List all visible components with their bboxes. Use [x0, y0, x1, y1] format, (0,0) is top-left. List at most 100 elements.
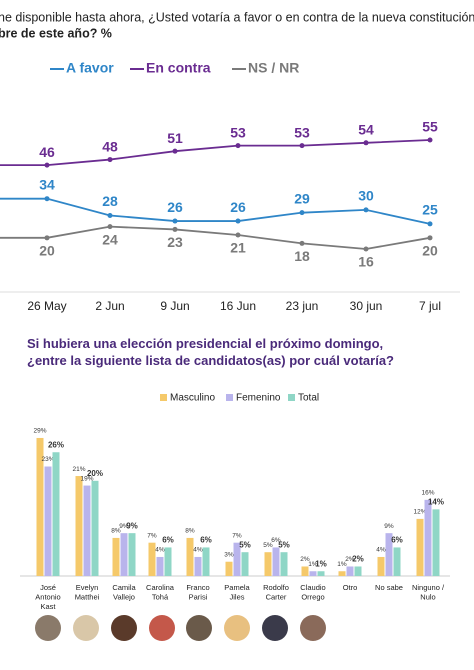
- data-label: 26%: [48, 440, 64, 449]
- bar: [36, 437, 44, 576]
- point: [299, 143, 305, 149]
- data-label: 8%: [111, 528, 121, 535]
- legend-label: En contra: [146, 60, 211, 76]
- data-label: 29%: [33, 428, 46, 435]
- data-label: 9%: [126, 521, 138, 530]
- bar: [128, 533, 136, 576]
- bar: [120, 533, 128, 576]
- data-label: 18: [294, 248, 310, 264]
- data-label: 3%: [224, 551, 234, 558]
- bar: [241, 552, 249, 576]
- data-label: 9%: [384, 523, 394, 530]
- data-label: 21%: [72, 466, 85, 473]
- data-label: 16: [358, 254, 374, 270]
- bar: [264, 552, 272, 576]
- x-tick-label: Otro: [343, 583, 358, 592]
- point: [363, 140, 369, 146]
- x-tick-label: José Antonio Kast: [35, 583, 60, 611]
- bar: [280, 552, 288, 576]
- legend-label: NS / NR: [248, 60, 299, 76]
- data-label: 9%: [119, 523, 129, 530]
- bar: [225, 561, 233, 576]
- data-label: 53: [294, 124, 310, 140]
- chart-title: Si hubiera una elección presidencial el …: [27, 336, 394, 368]
- data-label: 2%: [345, 556, 355, 563]
- data-label: 4%: [155, 547, 165, 554]
- data-label: 14%: [428, 497, 444, 506]
- data-label: 8%: [185, 528, 195, 535]
- bar: [83, 485, 91, 576]
- bar: [338, 571, 346, 576]
- x-tick-label: 9 Jun: [160, 299, 189, 313]
- bar: [233, 542, 241, 576]
- point: [107, 224, 113, 230]
- data-label: 26: [230, 199, 246, 215]
- data-label: 46: [39, 144, 55, 160]
- data-label: 2%: [352, 555, 364, 564]
- point: [235, 218, 241, 224]
- series-line: [0, 225, 431, 250]
- data-label: 1%: [337, 561, 347, 568]
- bar: [75, 476, 83, 576]
- data-label: 26: [167, 199, 183, 215]
- x-tick-label: 23 jun: [286, 299, 319, 313]
- bar: [186, 537, 194, 576]
- point: [363, 207, 369, 213]
- data-label: 16%: [421, 490, 434, 497]
- x-tick-label: 26 May: [27, 299, 66, 313]
- data-label: 6%: [391, 536, 403, 545]
- data-label: 5%: [278, 540, 290, 549]
- bar: [301, 566, 309, 576]
- data-label: 5%: [239, 540, 251, 549]
- point: [172, 148, 178, 154]
- legend-label: Masculino: [170, 393, 215, 404]
- data-label: 1%: [315, 559, 327, 568]
- data-label: 6%: [162, 536, 174, 545]
- data-label: 24: [102, 231, 118, 247]
- legend-swatch: [288, 394, 295, 401]
- point: [427, 137, 433, 143]
- data-label: 5%: [263, 542, 273, 549]
- bar: [309, 571, 317, 576]
- data-label: 30: [358, 188, 374, 204]
- series-line: [0, 139, 431, 167]
- point: [235, 143, 241, 149]
- bar: [377, 556, 385, 576]
- legend-label: Total: [298, 393, 319, 404]
- bar: [317, 571, 325, 576]
- bar: [194, 556, 202, 576]
- x-tick-label: Franco Parisi: [186, 583, 209, 602]
- data-label: 54: [358, 121, 374, 137]
- data-label: 1%: [308, 561, 318, 568]
- data-label: 4%: [193, 547, 203, 554]
- bar: [44, 466, 52, 576]
- data-label: 23: [167, 234, 183, 250]
- data-label: 12%: [413, 509, 426, 516]
- point: [107, 157, 113, 163]
- bar: [112, 537, 120, 576]
- bar: [385, 533, 393, 576]
- data-label: 53: [230, 124, 246, 140]
- legend-label: Femenino: [236, 393, 281, 404]
- bar: [148, 542, 156, 576]
- point: [427, 221, 433, 227]
- x-tick-label: Carolina Tohá: [146, 583, 175, 602]
- x-tick-label: 30 jun: [350, 299, 383, 313]
- point: [44, 196, 50, 202]
- bar: [346, 566, 354, 576]
- data-label: 23%: [41, 456, 54, 463]
- x-tick-label: Claudio Orrego: [300, 583, 325, 602]
- data-label: 6%: [200, 536, 212, 545]
- data-label: 19%: [80, 475, 93, 482]
- point: [235, 232, 241, 238]
- data-label: 28: [102, 193, 118, 209]
- data-label: 20%: [87, 469, 103, 478]
- bar: [416, 518, 424, 576]
- data-label: 2%: [300, 556, 310, 563]
- x-tick-label: Evelyn Matthei: [75, 583, 100, 602]
- point: [299, 210, 305, 216]
- bar: [393, 547, 401, 576]
- legend-swatch: [226, 394, 233, 401]
